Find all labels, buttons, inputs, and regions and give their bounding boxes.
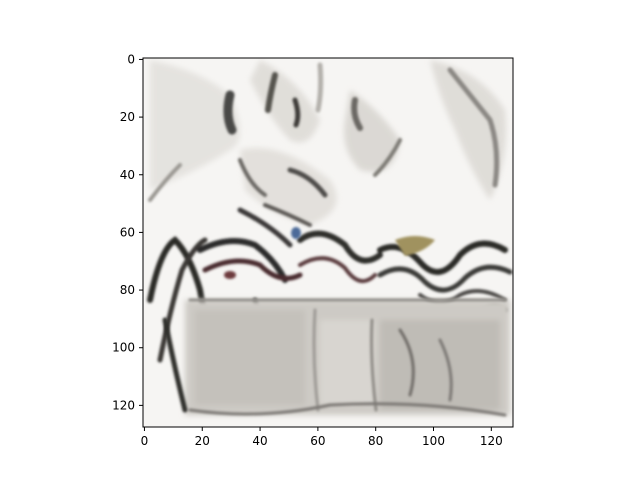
x-axis: 0 20 40 60 80 100 120	[141, 427, 503, 448]
x-tick-label: 60	[310, 434, 325, 448]
x-tick-label: 20	[195, 434, 210, 448]
y-tick-label: 40	[120, 168, 135, 182]
x-tick-label: 0	[141, 434, 149, 448]
generated-image	[143, 58, 513, 427]
x-tick-label: 40	[252, 434, 267, 448]
y-tick-label: 20	[120, 110, 135, 124]
x-tick-label: 120	[480, 434, 503, 448]
y-tick-label: 80	[120, 283, 135, 297]
x-tick-label: 100	[422, 434, 445, 448]
y-tick-label: 0	[127, 52, 135, 66]
y-axis: 0 20 40 60 80 100 120	[112, 52, 143, 412]
y-tick-label: 120	[112, 398, 135, 412]
y-tick-label: 100	[112, 341, 135, 355]
x-tick-label: 80	[368, 434, 383, 448]
y-tick-label: 60	[120, 225, 135, 239]
axes-frame	[142, 57, 514, 428]
